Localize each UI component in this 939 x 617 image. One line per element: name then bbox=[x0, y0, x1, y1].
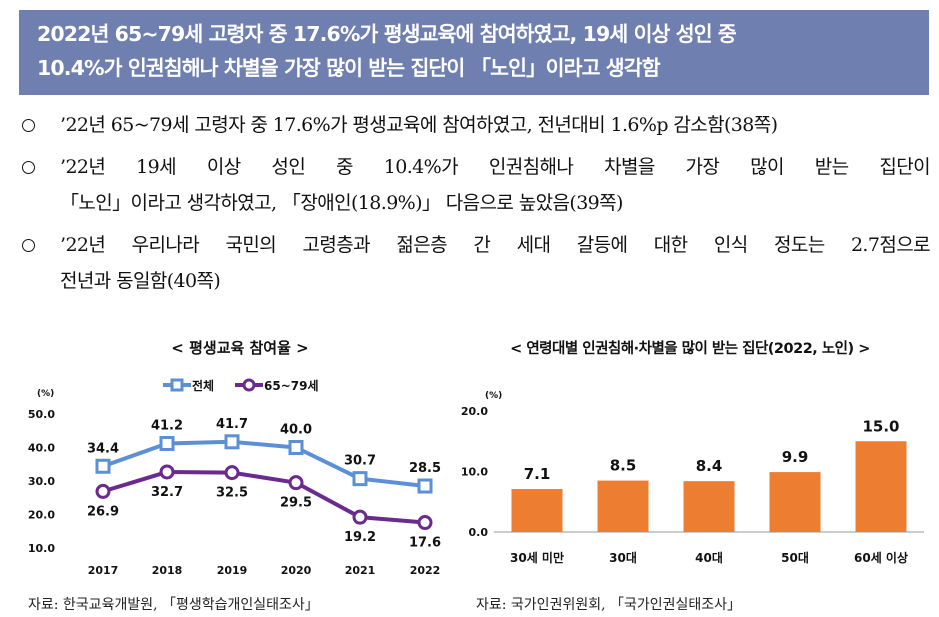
y-tick-label: 20.0 bbox=[28, 509, 55, 522]
data-point-marker bbox=[417, 515, 433, 531]
legend-item-1: 전체 bbox=[163, 378, 214, 393]
series-line-2 bbox=[102, 469, 426, 525]
data-label: 40.0 bbox=[280, 423, 312, 438]
bullet-list: ’22년 65~79세 고령자 중 17.6%가 평생교육에 참여하였고, 전년… bbox=[18, 107, 931, 305]
hollow-circle-bullet-icon bbox=[22, 119, 35, 132]
x-tick-label: 2021 bbox=[345, 564, 376, 577]
data-label: 29.5 bbox=[280, 496, 312, 511]
x-category-label: 50대 bbox=[781, 551, 809, 565]
y-tick-label: 20.0 bbox=[461, 405, 488, 418]
x-category-label: 30대 bbox=[609, 551, 637, 565]
data-point-marker bbox=[417, 478, 433, 494]
legend-label: 전체 bbox=[192, 378, 214, 393]
x-category-label: 60세 이상 bbox=[854, 550, 908, 565]
bullet-line: ’22년 우리나라 국민의 고령층과 젊은층 간 세대 갈등에 대한 인식 정도… bbox=[60, 234, 931, 256]
bar-value-label: 8.4 bbox=[696, 457, 723, 475]
bullet-line: 「노인」이라고 생각하였고, 「장애인(18.9%)」 다음으로 높았음(39쪽… bbox=[60, 192, 623, 214]
data-point-marker bbox=[288, 440, 304, 455]
y-axis-unit: (%) bbox=[37, 389, 54, 399]
bullet-line: ’22년 19세 이상 성인 중 10.4%가 인권침해나 차별을 가장 많이 … bbox=[60, 156, 931, 178]
data-point-marker bbox=[352, 509, 368, 525]
line-chart-title: < 평생교육 참여율 > bbox=[171, 339, 308, 357]
data-point-marker bbox=[95, 458, 111, 474]
bar-chart-title: < 연령대별 인권침해·차별을 많이 받는 집단(2022, 노인) > bbox=[510, 339, 870, 357]
data-label: 34.4 bbox=[87, 441, 119, 456]
y-axis-unit: (%) bbox=[485, 391, 502, 401]
x-tick-label: 2018 bbox=[152, 564, 183, 577]
legend-square-marker-icon bbox=[170, 378, 184, 392]
y-tick-label: 40.0 bbox=[28, 442, 55, 455]
data-label: 41.2 bbox=[151, 418, 183, 433]
data-label: 30.7 bbox=[344, 454, 376, 469]
data-point-marker bbox=[352, 471, 368, 487]
legend-circle-marker-icon bbox=[242, 378, 256, 392]
data-point-marker bbox=[159, 435, 175, 451]
data-label: 26.9 bbox=[87, 504, 119, 519]
source-note-left: 자료: 한국교육개발원, 「평생학습개인실태조사」 bbox=[28, 597, 319, 613]
data-point-marker bbox=[224, 434, 240, 450]
bar bbox=[855, 441, 907, 532]
y-tick-label: 30.0 bbox=[28, 475, 55, 488]
y-tick-label: 0.0 bbox=[469, 526, 489, 539]
y-tick-label: 10.0 bbox=[28, 542, 55, 555]
data-label: 32.5 bbox=[216, 486, 248, 501]
bullet-item: ’22년 우리나라 국민의 고령층과 젊은층 간 세대 갈등에 대한 인식 정도… bbox=[18, 227, 931, 299]
headline-banner: 2022년 65~79세 고령자 중 17.6%가 평생교육에 참여하였고, 1… bbox=[19, 10, 929, 95]
bar bbox=[769, 472, 821, 532]
data-point-marker bbox=[159, 464, 175, 480]
data-point-marker bbox=[95, 483, 111, 499]
bullet-line: ’22년 65~79세 고령자 중 17.6%가 평생교육에 참여하였고, 전년… bbox=[60, 114, 778, 136]
x-tick-label: 2022 bbox=[410, 564, 441, 577]
data-point-marker bbox=[288, 475, 304, 491]
bullet-line: 전년과 동일함(40쪽) bbox=[60, 270, 221, 292]
hollow-circle-bullet-icon bbox=[22, 239, 35, 252]
headline-line-2: 10.4%가 인권침해나 차별을 가장 많이 받는 집단이 「노인」이라고 생각… bbox=[37, 56, 661, 80]
legend-item-2: 65~79세 bbox=[235, 378, 319, 393]
data-label: 41.7 bbox=[216, 417, 248, 432]
discrimination-bar-chart: < 연령대별 인권침해·차별을 많이 받는 집단(2022, 노인) > (%) 2… bbox=[461, 339, 924, 565]
source-note-right: 자료: 국가인권위원회, 「국가인권실태조사」 bbox=[476, 597, 742, 613]
x-tick-label: 2017 bbox=[88, 564, 119, 577]
data-label: 19.2 bbox=[344, 530, 376, 545]
bar-value-label: 8.5 bbox=[610, 457, 637, 475]
bullet-item: ’22년 19세 이상 성인 중 10.4%가 인권침해나 차별을 가장 많이 … bbox=[18, 149, 931, 221]
data-label: 17.6 bbox=[409, 536, 441, 551]
y-tick-label: 10.0 bbox=[461, 466, 488, 479]
x-category-label: 30세 미만 bbox=[510, 550, 564, 565]
bar-value-label: 7.1 bbox=[524, 465, 551, 483]
legend-label: 65~79세 bbox=[264, 378, 319, 393]
bar-value-label: 15.0 bbox=[862, 417, 899, 435]
participation-line-chart: < 평생교육 참여율 > (%) 50.0 40.0 30.0 20.0 10.0 2017 2… bbox=[28, 339, 441, 577]
hollow-circle-bullet-icon bbox=[22, 161, 35, 174]
x-tick-label: 2020 bbox=[281, 564, 312, 577]
data-label: 28.5 bbox=[409, 461, 441, 476]
x-category-label: 40대 bbox=[695, 551, 723, 565]
y-tick-label: 50.0 bbox=[28, 408, 55, 421]
headline-line-1: 2022년 65~79세 고령자 중 17.6%가 평생교육에 참여하였고, 1… bbox=[37, 22, 737, 46]
bar bbox=[683, 481, 735, 532]
x-tick-label: 2019 bbox=[217, 564, 248, 577]
data-point-marker bbox=[224, 465, 240, 481]
bar bbox=[597, 480, 649, 532]
series-line-1 bbox=[102, 439, 426, 489]
data-label: 32.7 bbox=[151, 485, 183, 500]
bullet-item: ’22년 65~79세 고령자 중 17.6%가 평생교육에 참여하였고, 전년… bbox=[18, 107, 930, 143]
bar-value-label: 9.9 bbox=[782, 448, 809, 466]
bar bbox=[511, 489, 563, 532]
